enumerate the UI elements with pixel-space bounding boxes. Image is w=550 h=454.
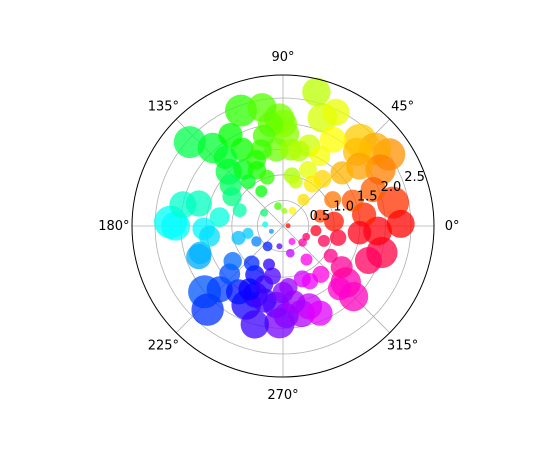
scatter-point bbox=[213, 145, 237, 169]
scatter-point bbox=[330, 161, 354, 185]
tick-labels-layer: 0° 45° 90° 135° 180° 225° 270° 315° 0.51.01.52.0… bbox=[98, 50, 459, 403]
scatter-point bbox=[324, 191, 342, 209]
theta-tick-label: 45° bbox=[391, 99, 414, 114]
scatter-point bbox=[329, 229, 347, 246]
points-layer bbox=[154, 77, 415, 339]
scatter-point bbox=[251, 236, 262, 247]
scatter-point bbox=[263, 267, 281, 285]
scatter-point bbox=[347, 220, 372, 245]
scatter-point bbox=[279, 278, 298, 297]
scatter-point bbox=[232, 203, 247, 218]
scatter-point bbox=[255, 185, 268, 198]
scatter-point bbox=[286, 248, 295, 258]
polar-frame bbox=[131, 74, 435, 378]
scatter-point bbox=[324, 211, 344, 232]
r-tick-label: 1.5 bbox=[357, 190, 378, 205]
theta-tick-label: 270° bbox=[267, 388, 298, 403]
scatter-point bbox=[310, 225, 322, 237]
scatter-point bbox=[242, 227, 254, 239]
scatter-point bbox=[268, 228, 274, 234]
scatter-point bbox=[386, 209, 415, 238]
scatter-point bbox=[240, 310, 269, 339]
scatter-point bbox=[260, 208, 268, 217]
scatter-point bbox=[317, 234, 330, 247]
scatter-point bbox=[209, 207, 230, 228]
scatter-point bbox=[313, 209, 327, 223]
scatter-point bbox=[199, 225, 220, 247]
scatter-point bbox=[302, 232, 311, 241]
scatter-point bbox=[223, 252, 242, 271]
r-tick-label: 2.0 bbox=[381, 180, 402, 195]
scatter-point bbox=[303, 175, 321, 193]
r-tick-label: 0.5 bbox=[310, 209, 331, 224]
scatter-point bbox=[288, 206, 297, 215]
scatter-point bbox=[276, 243, 283, 250]
theta-tick-label: 315° bbox=[387, 339, 418, 354]
r-tick-label: 1.0 bbox=[333, 199, 354, 214]
scatter-point bbox=[341, 189, 364, 212]
scatter-point bbox=[188, 241, 212, 265]
scatter-point bbox=[259, 169, 275, 185]
scatter-point bbox=[262, 221, 269, 228]
scatter-point bbox=[319, 126, 346, 153]
theta-tick-label: 135° bbox=[148, 99, 179, 114]
scatter-point bbox=[307, 300, 333, 326]
scatter-point bbox=[322, 98, 350, 126]
scatter-point bbox=[281, 207, 288, 214]
scatter-point bbox=[288, 238, 296, 245]
theta-tick-label: 90° bbox=[271, 50, 294, 65]
theta-tick-label: 225° bbox=[148, 339, 179, 354]
scatter-point bbox=[330, 256, 353, 279]
scatter-point bbox=[274, 202, 282, 211]
scatter-point bbox=[288, 174, 303, 189]
scatter-point bbox=[300, 253, 313, 266]
theta-tick-label: 180° bbox=[98, 219, 129, 234]
scatter-point bbox=[263, 258, 275, 271]
scatter-point bbox=[310, 145, 331, 167]
scatter-point bbox=[297, 193, 310, 206]
scatter-point bbox=[185, 190, 212, 217]
scatter-point bbox=[354, 247, 382, 274]
scatter-point bbox=[360, 177, 386, 203]
scatter-point bbox=[262, 241, 273, 252]
scatter-point bbox=[323, 248, 338, 263]
scatter-point bbox=[243, 255, 260, 272]
scatter-point bbox=[302, 77, 331, 107]
theta-tick-label: 0° bbox=[445, 219, 460, 234]
scatter-point bbox=[288, 140, 310, 162]
scatter-point bbox=[231, 230, 246, 245]
scatter-point bbox=[285, 223, 291, 229]
scatter-point bbox=[240, 174, 256, 190]
scatter-point bbox=[222, 187, 242, 207]
r-gridline bbox=[257, 200, 309, 252]
scatter-point bbox=[299, 161, 317, 179]
scatter-point bbox=[327, 277, 352, 301]
r-tick-label: 2.5 bbox=[404, 170, 425, 185]
scatter-point bbox=[160, 211, 191, 241]
scatter-point bbox=[301, 273, 319, 290]
